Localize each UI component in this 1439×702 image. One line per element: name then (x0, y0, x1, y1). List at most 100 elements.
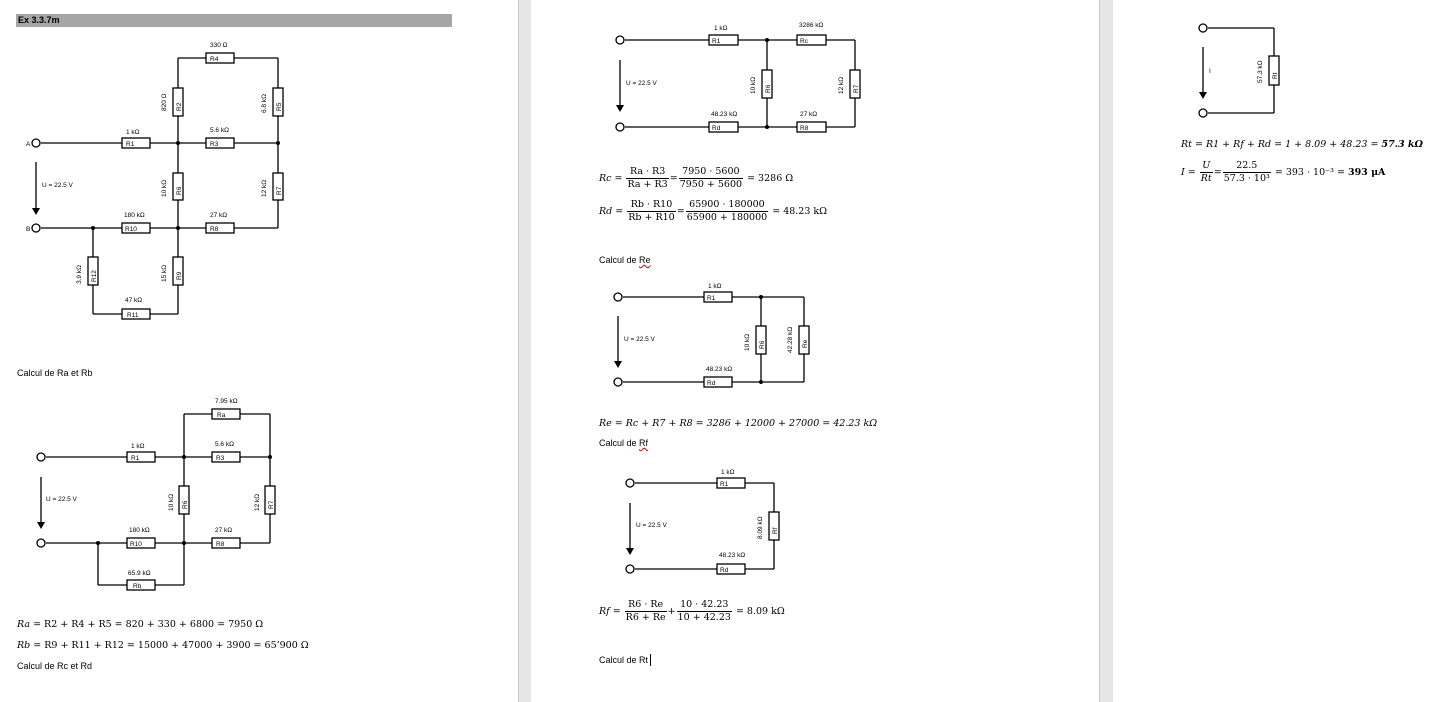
voltage-label: U = 22.5 V (42, 182, 74, 189)
rf-name: Rf (772, 527, 779, 534)
equation-rd: Rd = Rb · R10 Rb + R10 = 65900 · 180000 6590… (599, 199, 828, 223)
r7-name: R7 (853, 84, 860, 93)
resistor-rd (708, 121, 739, 133)
exercise-title: Ex 3.3.7m (16, 14, 452, 27)
r6-name: R6 (765, 84, 772, 93)
r10-value: 180 kΩ (129, 527, 150, 534)
equation-rf: Rf = R6 · Re R6 + Re +10 · 42.23 10 + 42.23… (599, 599, 785, 623)
r9-value: 15 kΩ (161, 265, 168, 282)
resistor-r8 (211, 537, 241, 549)
r1-value: 1 kΩ (126, 129, 140, 136)
circuit-re: R1 Rd R6 Re 1 kΩ 48.23 kΩ 10 kΩ 42.28 kΩ… (613, 283, 810, 388)
equation-rc: Rc = Ra · R3 Ra + R3 = 7950 · 5600 7950 + 56… (599, 166, 794, 190)
equation-current: I = U Rt = 22.5 57.3 · 10³ = 393 · 10⁻³ = 39… (1181, 160, 1386, 184)
resistor-r6 (755, 325, 767, 355)
resistor-rc (796, 34, 827, 46)
resistor-r12 (87, 256, 99, 286)
r1-value: 1 kΩ (131, 443, 145, 450)
resistor-rd (716, 563, 746, 575)
heading-rf: Calcul de Rf (599, 438, 649, 448)
r6-value: 10 kΩ (744, 334, 751, 351)
resistor-r1 (716, 477, 746, 489)
resistor-r11 (121, 308, 151, 320)
ra-name: Ra (217, 412, 226, 419)
resistor-r6 (178, 485, 190, 515)
r2-name: R2 (176, 102, 183, 111)
r6-value: 10 kΩ (750, 77, 757, 94)
r1-name: R1 (707, 295, 716, 302)
resistor-r7 (272, 172, 284, 201)
resistor-rb (126, 579, 156, 591)
heading-ra-rb: Calcul de Ra et Rb (17, 368, 93, 378)
rc-name: Rc (800, 38, 809, 45)
r12-name: R12 (91, 270, 98, 282)
rd-name: Rd (712, 125, 721, 132)
document-page-1 (0, 0, 518, 702)
resistor-r10 (126, 537, 156, 549)
equation-re: Re = Rc + R7 + R8 = 3286 + 12000 + 27000… (599, 418, 878, 429)
re-name: Re (802, 339, 809, 348)
rb-value: 65.9 kΩ (128, 570, 151, 577)
rd-value: 48.23 kΩ (719, 552, 745, 559)
rt-value: 57.3 kΩ (1257, 60, 1264, 83)
resistor-r7 (849, 69, 861, 99)
r10-name: R10 (130, 541, 142, 548)
r7-name: R7 (268, 500, 275, 509)
resistor-r8 (796, 121, 827, 133)
r6-name: R6 (759, 340, 766, 349)
resistor-rt (1268, 55, 1280, 86)
rd-name: Rd (707, 380, 716, 387)
document-page-3 (1113, 0, 1439, 702)
circuit-rt: Rt 57.3 kΩ I (1198, 23, 1280, 118)
resistor-r1 (703, 291, 733, 303)
resistor-r2 (172, 87, 184, 117)
ra-value: 7.95 kΩ (215, 398, 238, 405)
r3-value: 5.6 kΩ (215, 441, 234, 448)
resistor-ra (211, 408, 241, 420)
equation-rt: Rt = R1 + Rf + Rd = 1 + 8.09 + 48.23 = 5… (1181, 139, 1423, 150)
r1-name: R1 (126, 141, 135, 148)
rf-value: 8.09 kΩ (757, 516, 764, 539)
r6-value: 10 kΩ (161, 180, 168, 197)
r4-value: 330 Ω (210, 42, 228, 49)
r4-name: R4 (210, 56, 219, 63)
r3-value: 5.6 kΩ (210, 127, 229, 134)
voltage-label: U = 22.5 V (46, 496, 78, 503)
voltage-label: U = 22.5 V (624, 336, 656, 343)
r8-name: R8 (210, 226, 219, 233)
r7-value: 12 kΩ (261, 180, 268, 197)
resistor-r7 (264, 485, 276, 515)
voltage-label: U = 22.5 V (626, 80, 658, 87)
resistor-rf (768, 511, 780, 541)
resistor-r1 (121, 137, 151, 149)
r1-name: R1 (712, 38, 721, 45)
rd-value: 48.23 kΩ (706, 366, 732, 373)
r6-name: R6 (182, 500, 189, 509)
resistor-r10 (121, 222, 151, 234)
resistor-r1 (708, 34, 739, 46)
r1-value: 1 kΩ (721, 469, 735, 476)
resistor-rd (703, 376, 733, 388)
rt-name: Rt (1272, 72, 1279, 79)
r5-value: 6.8 kΩ (261, 94, 268, 113)
rd-name: Rd (720, 567, 729, 574)
r1-name: R1 (131, 455, 140, 462)
r7-value: 12 kΩ (254, 494, 261, 511)
equation-rb: Rb = R9 + R11 + R12 = 15000 + 47000 + 39… (17, 640, 309, 651)
resistor-r1 (126, 451, 156, 463)
r7-value: 12 kΩ (838, 77, 845, 94)
document-page-2 (531, 0, 1099, 702)
rb-name: Rb (133, 583, 142, 590)
r8-name: R8 (216, 541, 225, 548)
r1-value: 1 kΩ (708, 283, 722, 290)
r10-name: R10 (125, 226, 137, 233)
r1-name: R1 (720, 481, 729, 488)
heading-rt: Calcul de Rt (599, 655, 649, 665)
circuit-rc-rd: R1 Rc Rd R8 R6 R7 1 kΩ 3286 kΩ 48.23 kΩ … (615, 22, 861, 133)
r9-name: R9 (176, 271, 183, 280)
circuit-rf: R1 Rd Rf 1 kΩ 48.23 kΩ 8.09 kΩ U = 22.5 … (625, 469, 780, 575)
resistor-r3 (205, 137, 235, 149)
resistor-r8 (205, 222, 235, 234)
r7-name: R7 (276, 186, 283, 195)
r8-value: 27 kΩ (215, 527, 232, 534)
